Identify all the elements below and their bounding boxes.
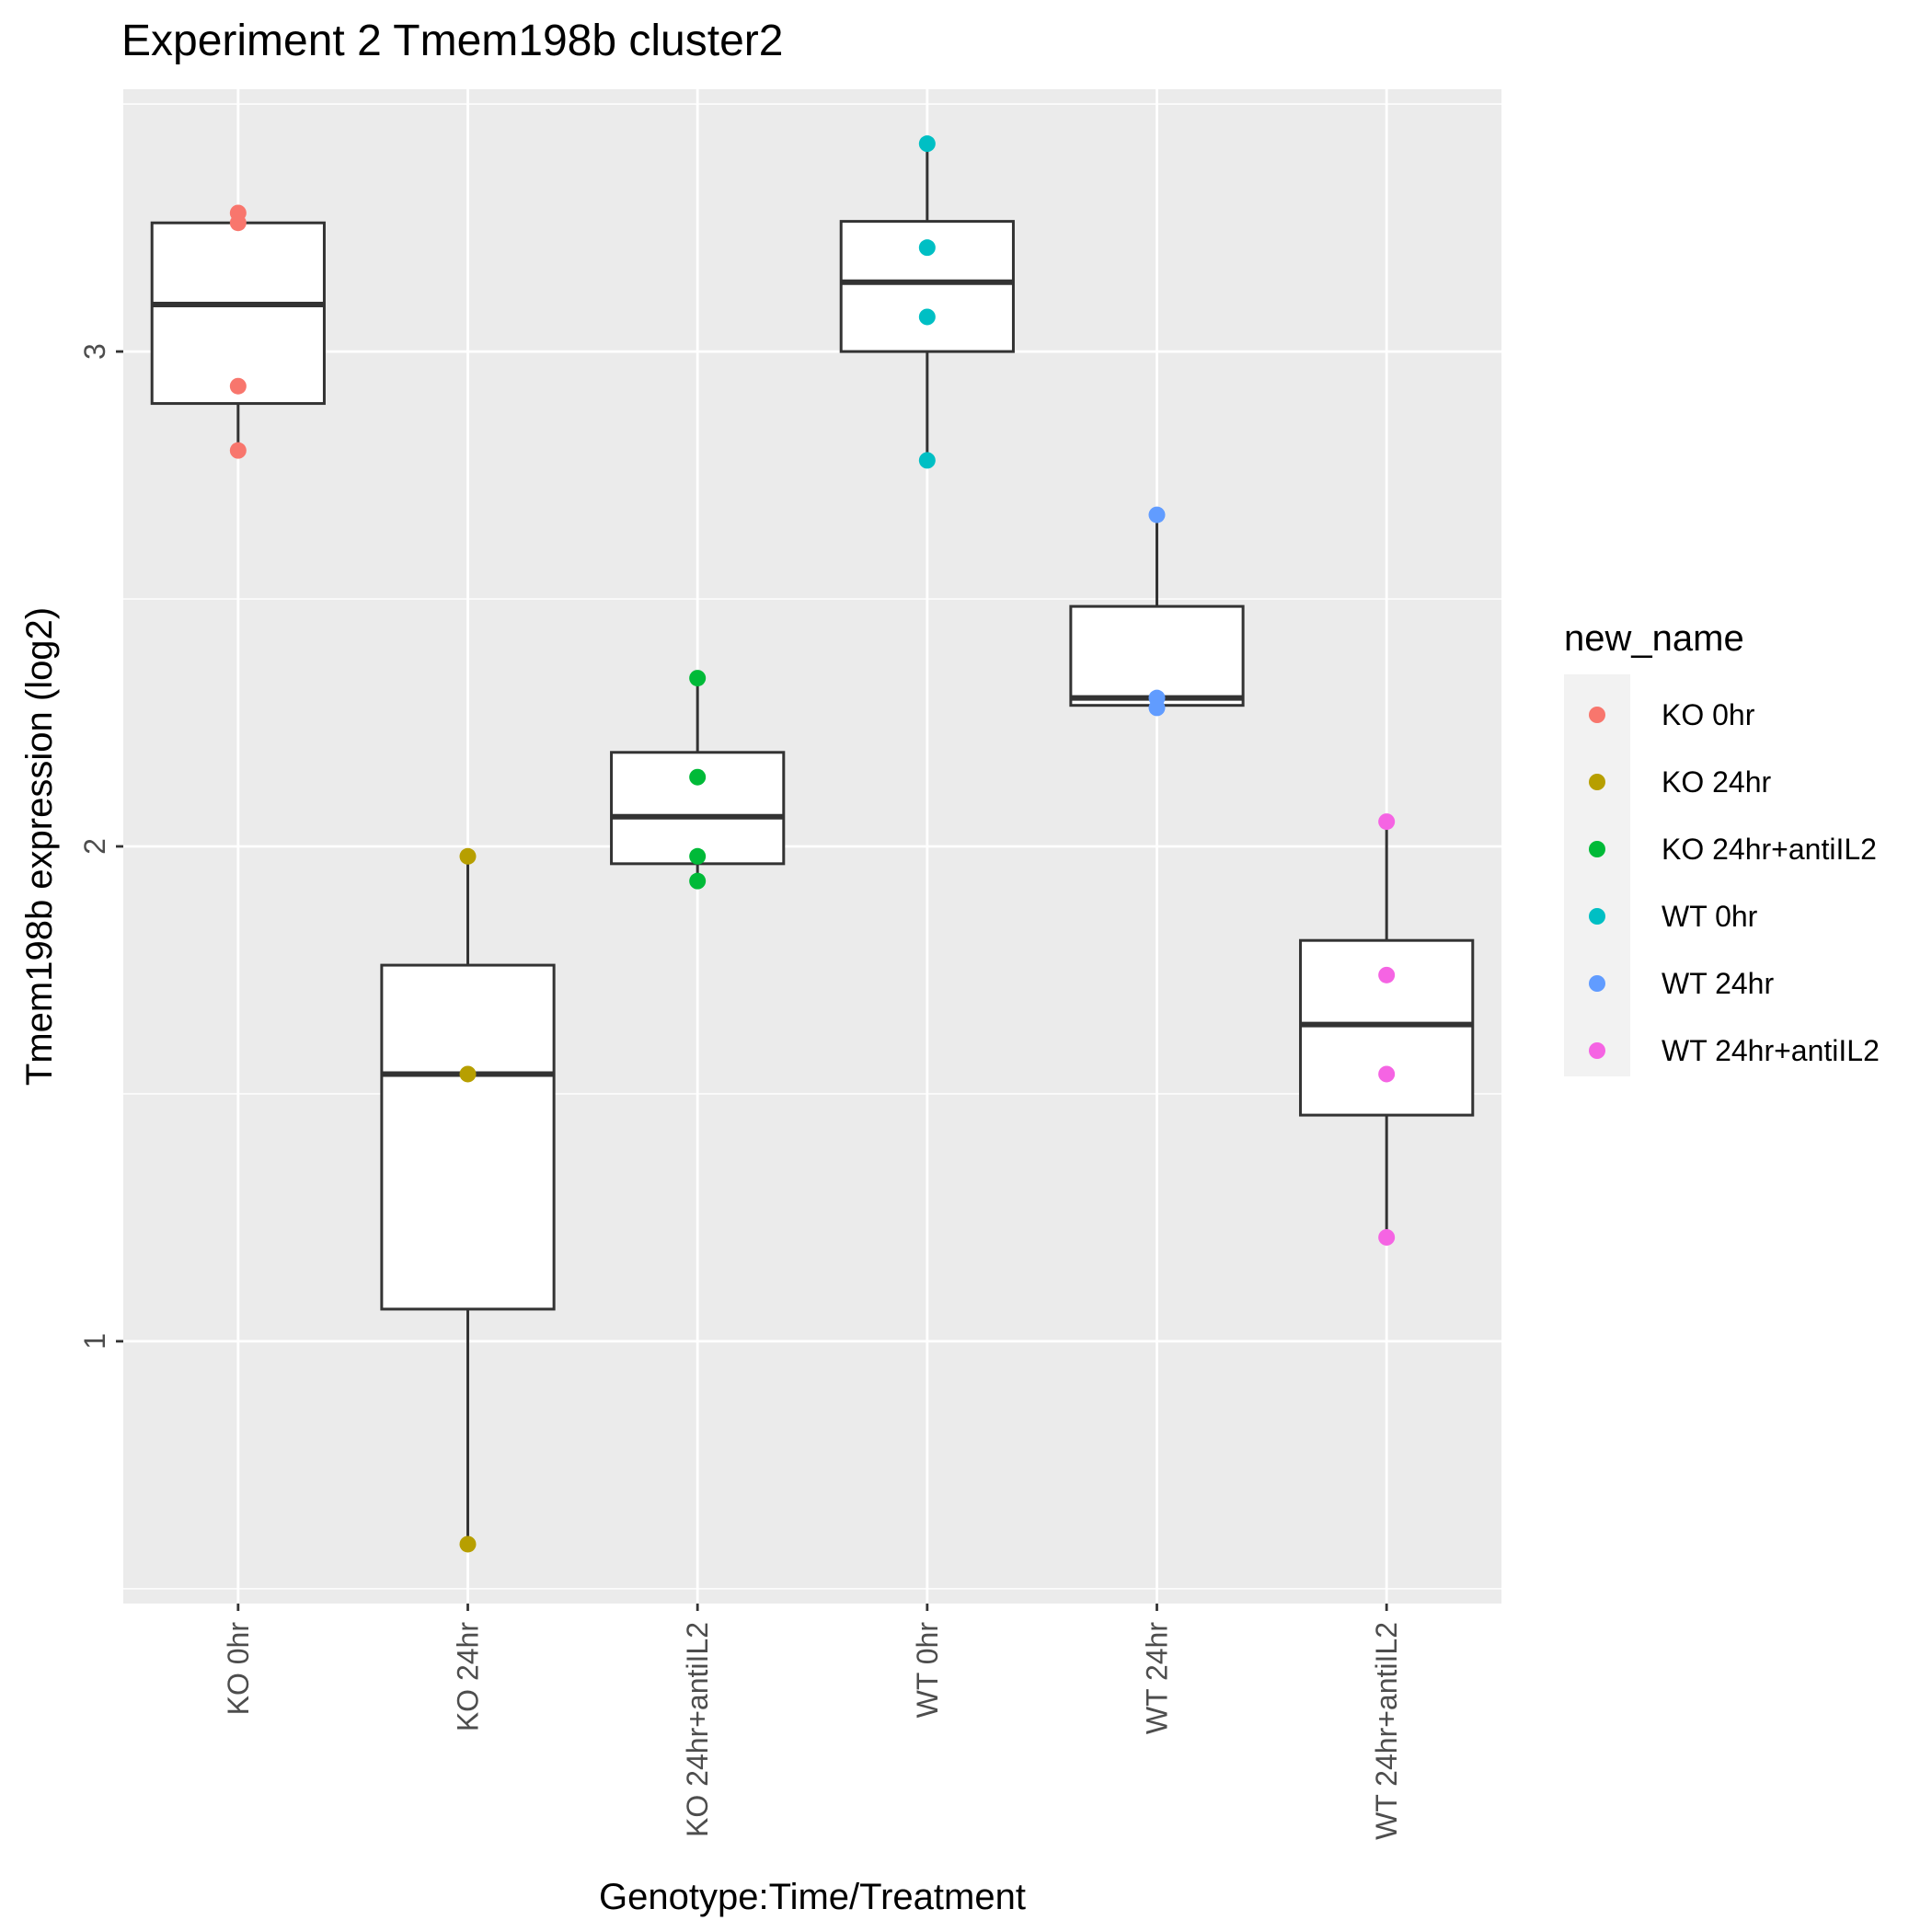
data-point	[918, 239, 936, 257]
legend-label: WT 24hr	[1662, 967, 1774, 1000]
data-point	[689, 872, 707, 890]
data-point	[689, 768, 707, 786]
data-point	[1378, 966, 1396, 983]
data-point	[1148, 699, 1166, 717]
chart-title: Experiment 2 Tmem198b cluster2	[121, 17, 783, 65]
data-point	[918, 452, 936, 469]
box-iqr	[380, 963, 556, 1311]
data-point	[1378, 1228, 1396, 1246]
x-tick-label: WT 24hr	[1141, 1622, 1174, 1734]
data-point	[1378, 1065, 1396, 1083]
legend-key-point	[1589, 841, 1605, 857]
legend-key-point	[1589, 707, 1605, 723]
data-point	[1378, 813, 1396, 831]
data-point	[918, 308, 936, 326]
y-tick-label: 2	[78, 838, 111, 855]
y-tick-label: 1	[78, 1333, 111, 1350]
data-point	[689, 847, 707, 865]
box-iqr	[150, 221, 326, 406]
legend: new_name KO 0hr KO 24hr KO 24hr+antiIL2 WT …	[1564, 618, 1880, 1076]
data-point	[229, 377, 247, 395]
x-tick-label: KO 24hr	[452, 1622, 485, 1732]
data-point	[459, 1535, 477, 1553]
legend-title: new_name	[1564, 618, 1744, 659]
data-point	[918, 135, 936, 153]
y-axis-title: Tmem198b expression (log2)	[19, 607, 60, 1086]
legend-key-point	[1589, 1042, 1605, 1059]
y-tick-label: 3	[78, 343, 111, 360]
x-tick-label: WT 24hr+antiIL2	[1370, 1622, 1403, 1840]
legend-key-point	[1589, 908, 1605, 925]
data-point	[229, 214, 247, 232]
data-point	[689, 670, 707, 687]
legend-key-point	[1589, 774, 1605, 790]
data-point	[229, 442, 247, 459]
legend-label: WT 24hr+antiIL2	[1662, 1034, 1880, 1067]
data-point	[1148, 506, 1166, 523]
box-2	[380, 856, 556, 1545]
box-4	[839, 144, 1015, 461]
legend-key-point	[1589, 975, 1605, 992]
legend-label: KO 0hr	[1662, 698, 1755, 731]
box-iqr	[1299, 938, 1475, 1117]
data-point	[459, 847, 477, 865]
legend-key-background	[1564, 674, 1630, 1076]
x-axis-title: Genotype:Time/Treatment	[599, 1877, 1026, 1917]
x-tick-label: KO 0hr	[222, 1622, 255, 1716]
x-tick-label: KO 24hr+antiIL2	[681, 1622, 714, 1837]
box-1	[150, 213, 326, 451]
x-axis: KO 0hr KO 24hr KO 24hr+antiIL2 WT 0hr WT 24h…	[222, 1604, 1403, 1840]
legend-label: KO 24hr+antiIL2	[1662, 833, 1877, 866]
legend-label: WT 0hr	[1662, 900, 1758, 933]
data-points	[229, 135, 1396, 1553]
data-point	[459, 1065, 477, 1083]
box-iqr	[1069, 604, 1245, 707]
y-axis: 1 2 3	[78, 343, 123, 1350]
legend-label: KO 24hr	[1662, 765, 1772, 799]
x-tick-label: WT 0hr	[911, 1622, 944, 1719]
